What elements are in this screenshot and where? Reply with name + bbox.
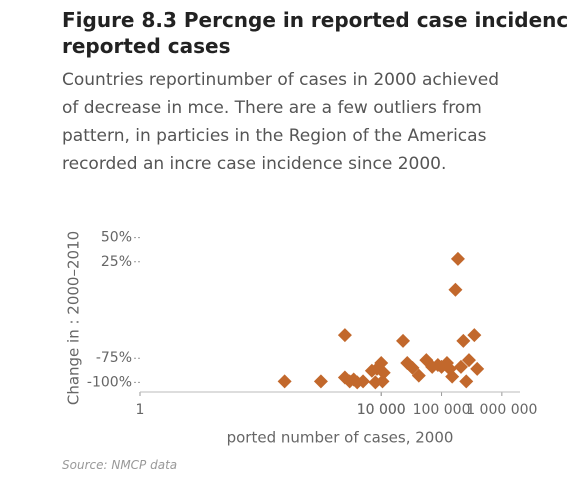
y-tick-label: 50% xyxy=(101,230,132,246)
y-tick-label: 25% xyxy=(101,254,132,270)
subtitle: Countries reportinumber of cases in 2000… xyxy=(62,70,500,90)
x-tick-label: 10 000 xyxy=(357,402,406,418)
point xyxy=(376,365,391,380)
point xyxy=(337,328,352,343)
x-tick-label: 100 000 xyxy=(413,402,471,418)
point xyxy=(374,356,389,371)
point xyxy=(445,369,460,384)
point xyxy=(313,374,328,389)
y-tick-label: -75% xyxy=(96,350,132,366)
point xyxy=(456,333,471,348)
point xyxy=(448,282,463,297)
y-tick-label: -100% xyxy=(87,374,132,390)
title: Figure 8.3 Percnge in reported case inci… xyxy=(62,8,569,32)
point xyxy=(356,374,371,389)
point xyxy=(450,251,465,266)
point xyxy=(396,333,411,348)
point xyxy=(467,328,482,343)
source: Source: NMCP data xyxy=(62,458,178,472)
point xyxy=(277,374,292,389)
point xyxy=(453,359,468,374)
x-tick-label: 10 000 xyxy=(357,402,406,418)
x-tick-label: 1 xyxy=(136,402,145,418)
point xyxy=(459,374,474,389)
title: reported cases xyxy=(62,34,231,58)
x-tick-label: 1 000 000 xyxy=(466,402,537,418)
point xyxy=(411,368,426,383)
y-axis-label: Change in : 2000–2010 xyxy=(65,231,83,405)
point xyxy=(461,353,476,368)
subtitle: pattern, in particies in the Region of t… xyxy=(62,126,487,146)
x-axis-label: ported number of cases, 2000 xyxy=(227,429,454,447)
subtitle: recorded an incre case incidence since 2… xyxy=(62,154,447,174)
point xyxy=(375,374,390,389)
point xyxy=(405,360,420,375)
point xyxy=(470,361,485,376)
subtitle: of decrease in mce. There are a few outl… xyxy=(62,98,482,118)
